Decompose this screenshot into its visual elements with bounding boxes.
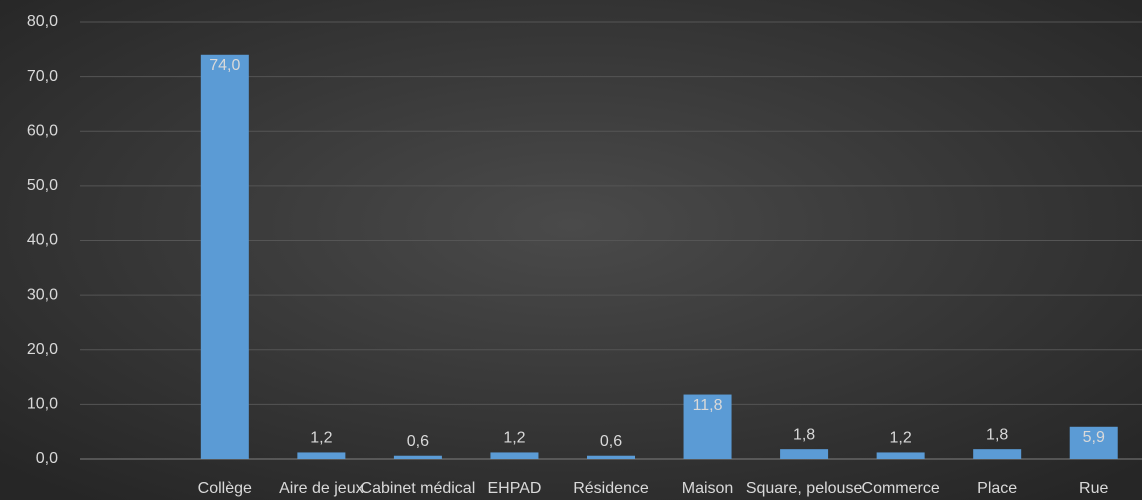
bar	[200, 54, 249, 460]
value-label: 0,6	[407, 433, 429, 450]
y-tick-label: 60,0	[27, 122, 58, 139]
x-tick-label: Collège	[198, 480, 252, 497]
bar	[490, 452, 539, 459]
x-tick-label: Résidence	[573, 480, 649, 497]
y-tick-label: 70,0	[27, 68, 58, 85]
value-label: 0,6	[600, 433, 622, 450]
y-tick-label: 30,0	[27, 286, 58, 303]
bar	[876, 452, 925, 459]
y-tick-label: 80,0	[27, 13, 58, 30]
x-tick-label: Maison	[682, 480, 734, 497]
bar	[297, 452, 346, 459]
x-tick-label: Aire de jeux	[279, 480, 364, 497]
bar	[780, 449, 829, 459]
y-tick-label: 10,0	[27, 396, 58, 413]
x-tick-label: Square, pelouse	[746, 480, 863, 497]
value-label: 1,2	[890, 430, 912, 447]
value-label: 1,2	[503, 430, 525, 447]
y-tick-label: 0,0	[36, 450, 58, 467]
x-tick-label: Place	[977, 480, 1017, 497]
bar	[587, 455, 635, 459]
bar	[683, 394, 732, 459]
value-label: 1,8	[793, 426, 815, 443]
bar	[393, 455, 442, 459]
y-tick-label: 20,0	[27, 341, 58, 358]
x-tick-label: Rue	[1079, 480, 1108, 497]
value-label: 1,8	[986, 426, 1008, 443]
x-tick-label: EHPAD	[487, 480, 541, 497]
y-tick-label: 40,0	[27, 232, 58, 249]
bar	[973, 449, 1022, 459]
x-tick-label: Cabinet médical	[361, 480, 476, 497]
value-label: 5,9	[1083, 429, 1105, 446]
x-tick-label: Commerce	[862, 480, 940, 497]
value-label: 74,0	[209, 57, 240, 74]
bar	[1069, 426, 1118, 459]
y-tick-label: 50,0	[27, 177, 58, 194]
value-label: 11,8	[693, 397, 723, 414]
value-label: 1,2	[310, 430, 332, 447]
